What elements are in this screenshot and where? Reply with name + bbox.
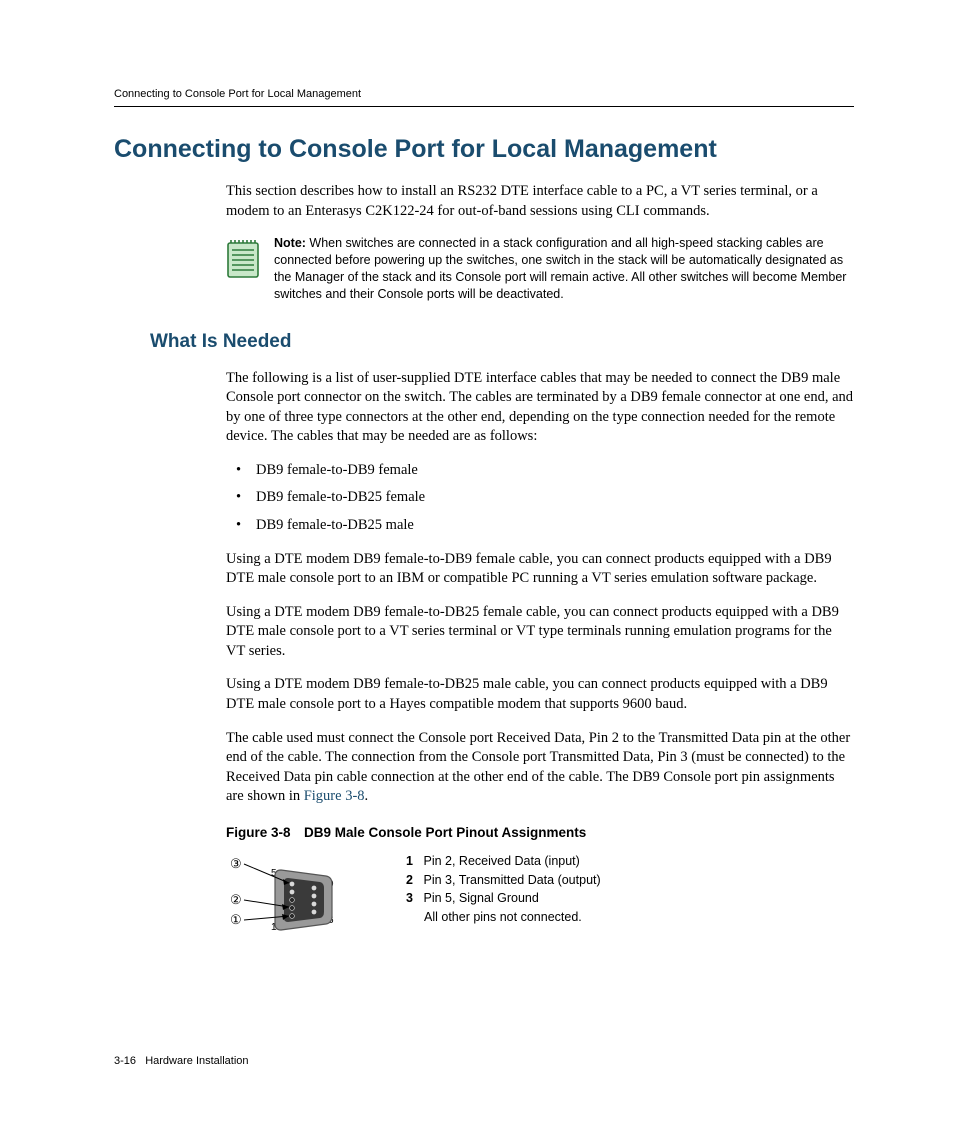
pinout-text: Pin 3, Transmitted Data (output)	[423, 873, 600, 887]
figure-block: ③ ② ① 5 9 1 6	[226, 852, 854, 943]
callout-1: ①	[230, 912, 242, 927]
paragraph-cable-pins: The cable used must connect the Console …	[226, 729, 854, 807]
db9-connector-diagram: ③ ② ① 5 9 1 6	[226, 852, 346, 943]
page-footer: 3-16 Hardware Installation	[114, 1055, 249, 1067]
intro-paragraph: This section describes how to install an…	[226, 182, 854, 221]
note-label: Note:	[274, 236, 306, 250]
footer-chapter: Hardware Installation	[145, 1055, 248, 1067]
pinout-num: 2	[406, 871, 420, 890]
note-box: Note: When switches are connected in a s…	[226, 235, 854, 303]
needed-paragraph: The following is a list of user-supplied…	[226, 369, 854, 447]
paragraph-db9f-db25m: Using a DTE modem DB9 female-to-DB25 mal…	[226, 675, 854, 714]
list-item: DB9 female-to-DB25 male	[226, 516, 854, 536]
callout-3: ③	[230, 856, 242, 871]
text-span: .	[365, 788, 369, 804]
footer-page-number: 3-16	[114, 1055, 136, 1067]
pinout-text: Pin 2, Received Data (input)	[423, 854, 579, 868]
section-heading-what-is-needed: What Is Needed	[150, 331, 854, 353]
pinout-num: 3	[406, 889, 420, 908]
page-title: Connecting to Console Port for Local Man…	[114, 135, 854, 164]
list-item: DB9 female-to-DB25 female	[226, 488, 854, 508]
pinout-row: 2 Pin 3, Transmitted Data (output)	[406, 871, 601, 890]
pinout-num: 1	[406, 852, 420, 871]
list-item: DB9 female-to-DB9 female	[226, 461, 854, 481]
figure-reference-link[interactable]: Figure 3-8	[304, 788, 365, 804]
callout-2: ②	[230, 892, 242, 907]
note-text: Note: When switches are connected in a s…	[274, 235, 854, 303]
pinout-legend: 1 Pin 2, Received Data (input) 2 Pin 3, …	[406, 852, 601, 927]
pinout-text: Pin 5, Signal Ground	[423, 891, 538, 905]
running-header: Connecting to Console Port for Local Man…	[114, 88, 854, 107]
note-body: When switches are connected in a stack c…	[274, 236, 846, 301]
pinout-trailing: All other pins not connected.	[406, 908, 601, 927]
pinout-row: 3 Pin 5, Signal Ground	[406, 889, 601, 908]
notepad-icon	[226, 235, 260, 284]
pinout-row: 1 Pin 2, Received Data (input)	[406, 852, 601, 871]
figure-caption: Figure 3-8 DB9 Male Console Port Pinout …	[226, 825, 854, 840]
paragraph-db9f-db9f: Using a DTE modem DB9 female-to-DB9 fema…	[226, 550, 854, 589]
paragraph-db9f-db25f: Using a DTE modem DB9 female-to-DB25 fem…	[226, 603, 854, 662]
cable-bullet-list: DB9 female-to-DB9 female DB9 female-to-D…	[226, 461, 854, 536]
